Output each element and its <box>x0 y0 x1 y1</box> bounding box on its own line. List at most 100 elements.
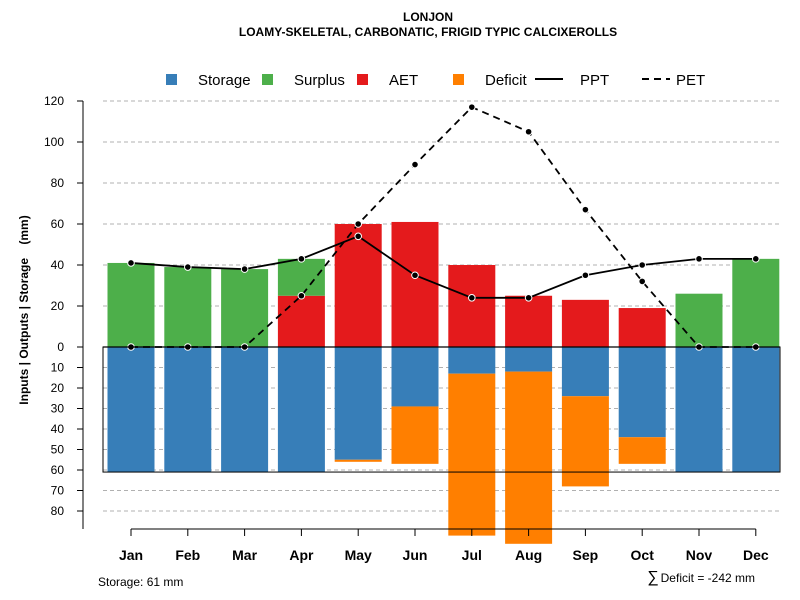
legend-label-storage: Storage <box>198 72 251 89</box>
bar-surplus-nov <box>675 293 723 347</box>
bar-surplus-jan <box>107 262 155 347</box>
chart-title: LONJON <box>403 10 453 24</box>
bar-storage-mar <box>221 347 269 473</box>
legend: Storage Surplus AET Deficit PPT PET <box>166 72 705 89</box>
bar-storage-apr <box>277 347 325 473</box>
point-ppt-jan <box>127 259 135 267</box>
bar-deficit-sep <box>561 396 609 487</box>
bar-deficit-aug <box>505 371 553 544</box>
bar-aet-oct <box>618 308 666 347</box>
point-pet-jul <box>468 103 476 111</box>
x-tick-label-aug: Aug <box>515 547 542 563</box>
series-lines <box>127 103 760 351</box>
point-ppt-dec <box>752 255 760 263</box>
y-tick-label: 80 <box>51 176 65 190</box>
point-ppt-sep <box>581 271 590 280</box>
legend-swatch-deficit <box>453 74 464 85</box>
bar-storage-may <box>334 347 382 460</box>
x-tick-label-apr: Apr <box>289 547 314 563</box>
bar-storage-nov <box>675 347 723 473</box>
footnote-storage: Storage: 61 mm <box>98 575 183 589</box>
bar-aet-sep <box>561 299 609 347</box>
legend-label-ppt: PPT <box>580 72 609 89</box>
x-tick-label-sep: Sep <box>573 547 599 563</box>
y-tick-label: 10 <box>51 361 65 375</box>
legend-label-surplus: Surplus <box>294 72 345 89</box>
y-tick-label: 20 <box>51 299 65 313</box>
y-tick-label: 60 <box>51 463 65 477</box>
x-tick-label-dec: Dec <box>743 547 769 563</box>
point-ppt-mar <box>240 265 249 273</box>
bar-storage-oct <box>618 347 666 438</box>
bar-deficit-jul <box>448 373 496 536</box>
sum-symbol: ∑ <box>647 569 658 586</box>
x-tick-label-nov: Nov <box>686 547 713 563</box>
bar-aet-jun <box>391 221 439 347</box>
line-ppt <box>130 235 756 299</box>
bar-surplus-mar <box>221 269 269 347</box>
bar-deficit-oct <box>618 437 666 464</box>
legend-label-deficit: Deficit <box>485 72 528 89</box>
y-tick-label: 50 <box>51 443 65 457</box>
y-tick-label: 70 <box>51 484 65 498</box>
axes: 0 20 40 60 80 100 120 10 20 30 40 50 60 70 80 Jan Feb Mar… <box>44 94 780 563</box>
point-ppt-feb <box>184 263 192 271</box>
x-tick-label-jul: Jul <box>462 547 482 563</box>
bar-storage-jun <box>391 347 439 407</box>
point-ppt-jun <box>411 271 419 280</box>
x-tick-label-jun: Jun <box>403 547 428 563</box>
y-tick-label: 20 <box>51 381 65 395</box>
legend-label-aet: AET <box>389 72 418 89</box>
x-tick-label-jan: Jan <box>119 547 143 563</box>
bar-storage-aug <box>505 347 553 372</box>
point-pet-oct <box>638 277 647 286</box>
x-tick-label-may: May <box>345 547 372 563</box>
point-ppt-jul <box>468 294 476 302</box>
y-tick-label: 100 <box>44 135 64 149</box>
point-ppt-nov <box>695 255 703 263</box>
legend-swatch-aet <box>357 74 368 85</box>
legend-swatch-storage <box>166 74 177 85</box>
point-pet-may <box>354 220 363 228</box>
point-ppt-apr <box>297 255 306 263</box>
bar-storage-sep <box>561 347 609 397</box>
y-tick-label: 30 <box>51 402 65 416</box>
bars <box>102 221 781 544</box>
legend-label-pet: PET <box>676 72 705 89</box>
bar-deficit-may <box>334 459 382 462</box>
bar-surplus-apr <box>277 258 325 296</box>
y-axis-label: Inputs | Outputs | Storage (mm) <box>17 215 31 404</box>
bar-aet-apr <box>277 295 325 347</box>
y-tick-label: 60 <box>51 217 65 231</box>
point-pet-sep <box>581 205 590 214</box>
chart-subtitle: LOAMY-SKELETAL, CARBONATIC, FRIGID TYPIC… <box>239 25 617 39</box>
x-tick-label-oct: Oct <box>631 547 655 563</box>
bar-deficit-jun <box>391 406 439 464</box>
y-tick-label: 40 <box>51 258 65 272</box>
point-pet-apr <box>297 291 306 300</box>
footnote-deficit-sum: ∑ Deficit = -242 mm <box>647 569 755 586</box>
point-ppt-oct <box>638 261 647 269</box>
bar-surplus-feb <box>164 267 212 347</box>
point-pet-jun <box>411 160 419 169</box>
y-tick-label: 40 <box>51 422 65 436</box>
bar-storage-dec <box>732 347 780 473</box>
y-tick-label: 80 <box>51 504 65 518</box>
y-tick-label: 120 <box>44 94 64 108</box>
y-tick-label: 0 <box>57 340 64 354</box>
point-ppt-aug <box>524 294 533 302</box>
bar-storage-jan <box>107 347 155 473</box>
line-pet <box>131 106 756 348</box>
point-pet-aug <box>524 127 533 136</box>
gridlines <box>103 100 780 512</box>
x-tick-label-mar: Mar <box>232 547 257 563</box>
legend-swatch-surplus <box>262 74 273 85</box>
bar-aet-aug <box>505 295 553 347</box>
x-tick-label-feb: Feb <box>175 547 200 563</box>
sum-text: Deficit = -242 mm <box>661 571 755 585</box>
point-ppt-may <box>354 232 363 241</box>
bar-storage-jul <box>448 347 496 374</box>
bar-storage-feb <box>164 347 212 473</box>
bar-aet-jul <box>448 265 496 347</box>
